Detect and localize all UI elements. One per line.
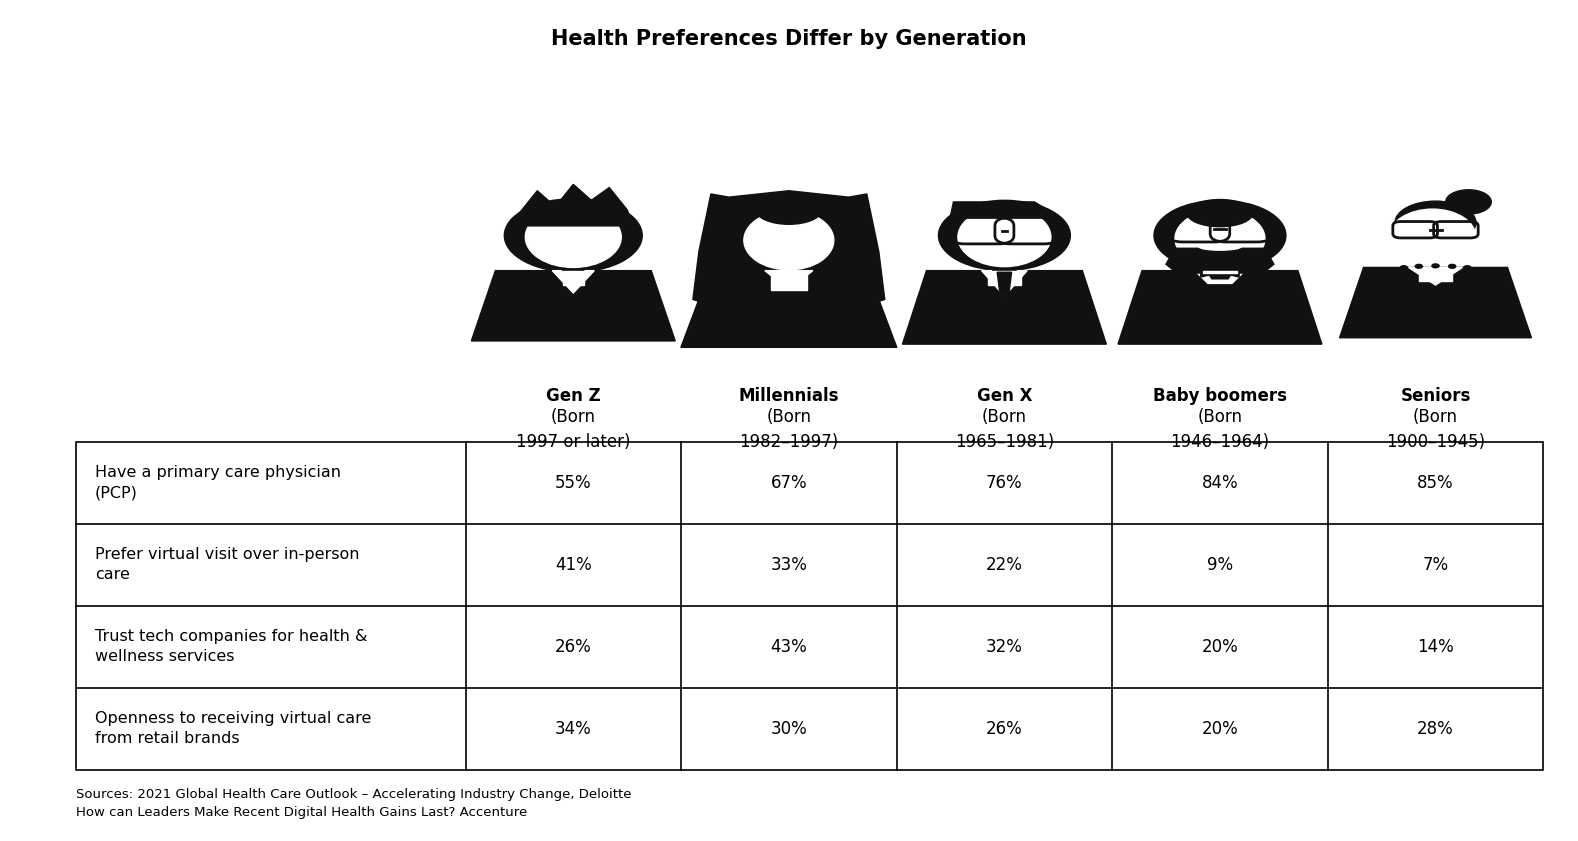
Text: 14%: 14% (1417, 637, 1453, 655)
Text: 55%: 55% (555, 473, 592, 491)
Text: Gen Z: Gen Z (546, 387, 601, 405)
Text: (Born
1997 or later): (Born 1997 or later) (516, 408, 631, 451)
Text: Gen X: Gen X (977, 387, 1032, 405)
Text: 20%: 20% (1201, 637, 1239, 655)
Text: 22%: 22% (986, 556, 1023, 574)
Text: 7%: 7% (1422, 556, 1449, 574)
Text: 20%: 20% (1201, 720, 1239, 738)
Text: 30%: 30% (770, 720, 808, 738)
Text: Have a primary care physician
(PCP): Have a primary care physician (PCP) (95, 465, 341, 500)
Text: (Born
1982–1997): (Born 1982–1997) (739, 408, 838, 451)
Text: 41%: 41% (555, 556, 592, 574)
Text: 43%: 43% (770, 637, 808, 655)
Text: Baby boomers: Baby boomers (1154, 387, 1288, 405)
Text: 85%: 85% (1417, 473, 1453, 491)
Text: (Born
1965–1981): (Born 1965–1981) (955, 408, 1054, 451)
Text: 76%: 76% (986, 473, 1023, 491)
Text: Seniors: Seniors (1400, 387, 1471, 405)
Text: 67%: 67% (770, 473, 808, 491)
Text: Health Preferences Differ by Generation: Health Preferences Differ by Generation (551, 29, 1027, 50)
Text: Trust tech companies for health &
wellness services: Trust tech companies for health & wellne… (95, 629, 368, 664)
Text: Sources: 2021 Global Health Care Outlook – Accelerating Industry Change, Deloitt: Sources: 2021 Global Health Care Outlook… (76, 788, 631, 819)
Text: 84%: 84% (1201, 473, 1239, 491)
Text: (Born
1900–1945): (Born 1900–1945) (1385, 408, 1485, 451)
Text: 33%: 33% (770, 556, 808, 574)
Text: Millennials: Millennials (739, 387, 839, 405)
Text: (Born
1946–1964): (Born 1946–1964) (1171, 408, 1270, 451)
Text: 28%: 28% (1417, 720, 1453, 738)
Text: 34%: 34% (555, 720, 592, 738)
Text: Openness to receiving virtual care
from retail brands: Openness to receiving virtual care from … (95, 711, 371, 746)
Text: 26%: 26% (986, 720, 1023, 738)
Text: 9%: 9% (1207, 556, 1232, 574)
Text: Prefer virtual visit over in-person
care: Prefer virtual visit over in-person care (95, 547, 360, 582)
Text: 26%: 26% (555, 637, 592, 655)
Text: 32%: 32% (986, 637, 1023, 655)
